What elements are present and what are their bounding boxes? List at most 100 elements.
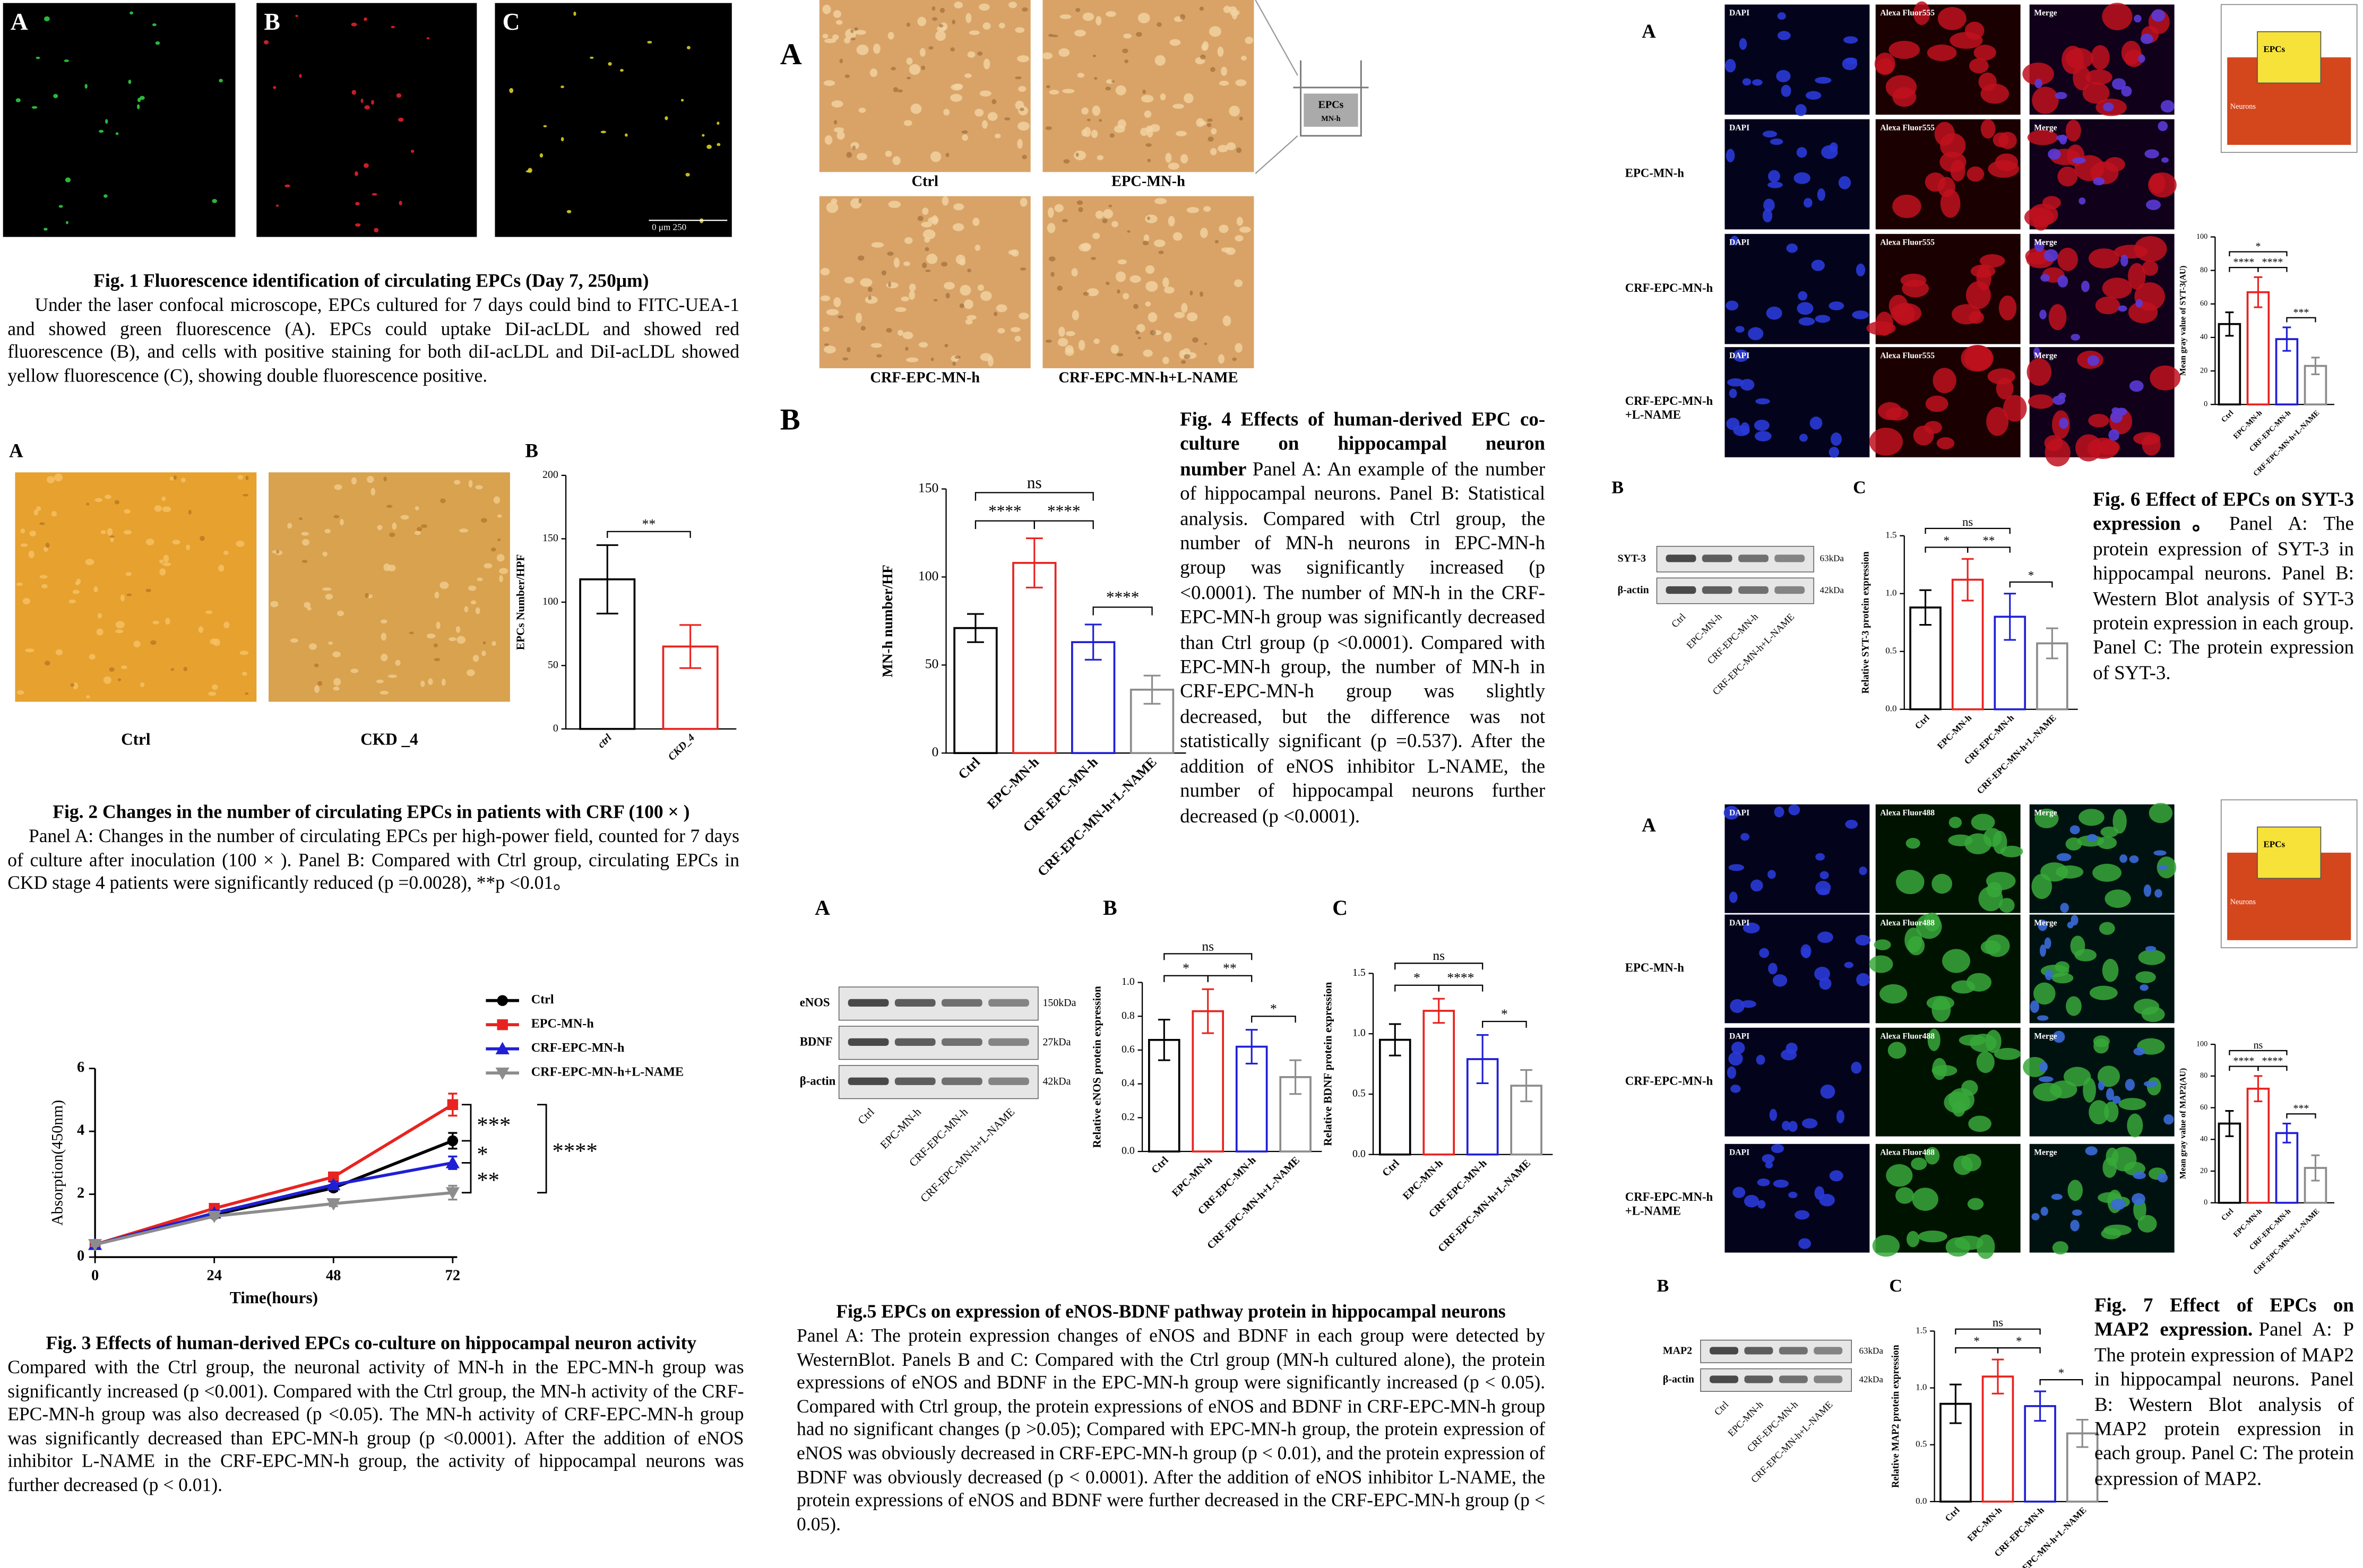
image-cell xyxy=(1754,419,1770,431)
image-cell xyxy=(850,37,856,40)
image-cell xyxy=(433,643,438,647)
image-cell xyxy=(1106,11,1116,17)
image-cell xyxy=(1852,310,1869,319)
image-cell xyxy=(325,593,333,600)
image-cell xyxy=(1059,14,1072,19)
y-tick-label: 1.0 xyxy=(1122,976,1135,987)
channel-label: Merge xyxy=(2034,919,2057,928)
image-cell xyxy=(1176,131,1187,136)
image-cell xyxy=(1229,9,1240,16)
image-cell xyxy=(979,90,991,97)
y-tick-label: 80 xyxy=(2200,266,2207,274)
insert-label: Neurons xyxy=(2230,898,2256,906)
image-cell xyxy=(965,318,973,325)
image-cell xyxy=(1985,934,2010,957)
image-cell xyxy=(2055,92,2067,99)
image-cell xyxy=(1869,428,1903,456)
image-cell xyxy=(1809,417,1823,430)
image-cell xyxy=(528,168,532,173)
y-tick-label: 20 xyxy=(2200,1166,2207,1175)
channel-label: Merge xyxy=(2034,238,2057,247)
image-cell xyxy=(905,357,919,362)
image-cell xyxy=(2038,920,2048,931)
image-cell xyxy=(1856,973,1870,986)
significance-label: * xyxy=(2058,1366,2064,1380)
image-cell xyxy=(680,99,684,102)
image xyxy=(495,3,732,237)
image-cell xyxy=(932,17,938,21)
image-cell xyxy=(1757,1178,1770,1186)
image-cell xyxy=(1236,147,1242,153)
image-cell xyxy=(991,99,997,105)
image-cell xyxy=(355,202,360,206)
image-cell xyxy=(858,198,862,204)
y-axis-label: Mean gray value of MAP2(AU) xyxy=(2178,1068,2187,1179)
significance-bracket xyxy=(2039,1379,2083,1385)
image-cell xyxy=(2045,438,2071,467)
image-cell xyxy=(1932,1058,1947,1080)
x-tick-label: 0 xyxy=(91,1268,99,1284)
y-tick-label: 0 xyxy=(932,744,938,759)
image-cell xyxy=(2120,254,2128,267)
image-cell xyxy=(1020,197,1028,207)
blot-size: 42kDa xyxy=(1042,1076,1071,1087)
image-cell xyxy=(917,215,924,221)
image-cell xyxy=(1795,104,1807,116)
image-cell xyxy=(842,357,849,361)
x-tick-label: Ctrl xyxy=(1943,1505,1962,1523)
error-bar xyxy=(1950,1383,1962,1424)
image-cell xyxy=(1210,148,1217,155)
image-cell xyxy=(1815,853,1825,861)
image-cell xyxy=(1082,12,1094,21)
image-cell xyxy=(400,515,409,520)
image-cell xyxy=(560,137,564,142)
image-cell xyxy=(856,313,862,323)
y-tick-label: 0.5 xyxy=(1885,646,1896,656)
image-cell xyxy=(94,498,102,503)
image-cell xyxy=(1109,133,1115,138)
image-cell xyxy=(1770,138,1783,145)
image-cell xyxy=(2030,1000,2040,1013)
y-tick-label: 1.0 xyxy=(1352,1027,1366,1039)
significance-label: ns xyxy=(1433,948,1445,963)
image-cell xyxy=(1953,1155,1973,1175)
image-cell xyxy=(922,262,927,268)
image-cell xyxy=(891,67,896,71)
image-cell xyxy=(1204,342,1208,345)
image-cell xyxy=(1817,931,1833,943)
image-cell xyxy=(1911,1157,1927,1171)
image-cell xyxy=(1925,172,1946,192)
bar xyxy=(1012,561,1057,755)
image-cell xyxy=(383,563,390,571)
image-cell xyxy=(1096,16,1102,25)
y-axis-label: Absorption(450nm) xyxy=(49,1100,66,1226)
blot-band xyxy=(1666,586,1696,594)
image-cell xyxy=(943,108,950,116)
image-cell xyxy=(2060,903,2069,913)
legend-label: Ctrl xyxy=(531,992,554,1007)
y-tick-label: 80 xyxy=(2200,1071,2207,1080)
image-cell xyxy=(885,150,892,157)
image-cell xyxy=(337,610,344,617)
image xyxy=(1724,347,1870,457)
image-cell xyxy=(1133,304,1139,309)
fig6-title: Fig. 6 Effect of EPCs on SYT-3 expressio… xyxy=(2093,487,2354,535)
image-cell xyxy=(152,23,157,27)
error-bar xyxy=(1158,1019,1170,1061)
image-cell xyxy=(1182,348,1191,356)
image-cell xyxy=(824,38,836,44)
image-cell xyxy=(1793,172,1810,184)
image-cell xyxy=(105,495,111,499)
image-cell xyxy=(1180,360,1186,364)
blot-band xyxy=(1774,555,1805,562)
data-point xyxy=(207,1210,221,1224)
connector xyxy=(1255,0,1298,174)
image-cell xyxy=(363,163,369,168)
image-cell xyxy=(1728,1052,1743,1066)
data-point xyxy=(326,1198,341,1211)
image-cell xyxy=(996,304,1007,313)
image-cell xyxy=(850,29,854,33)
image-cell xyxy=(218,565,225,572)
significance-label: ** xyxy=(642,516,656,532)
blot-band xyxy=(1814,1347,1843,1355)
